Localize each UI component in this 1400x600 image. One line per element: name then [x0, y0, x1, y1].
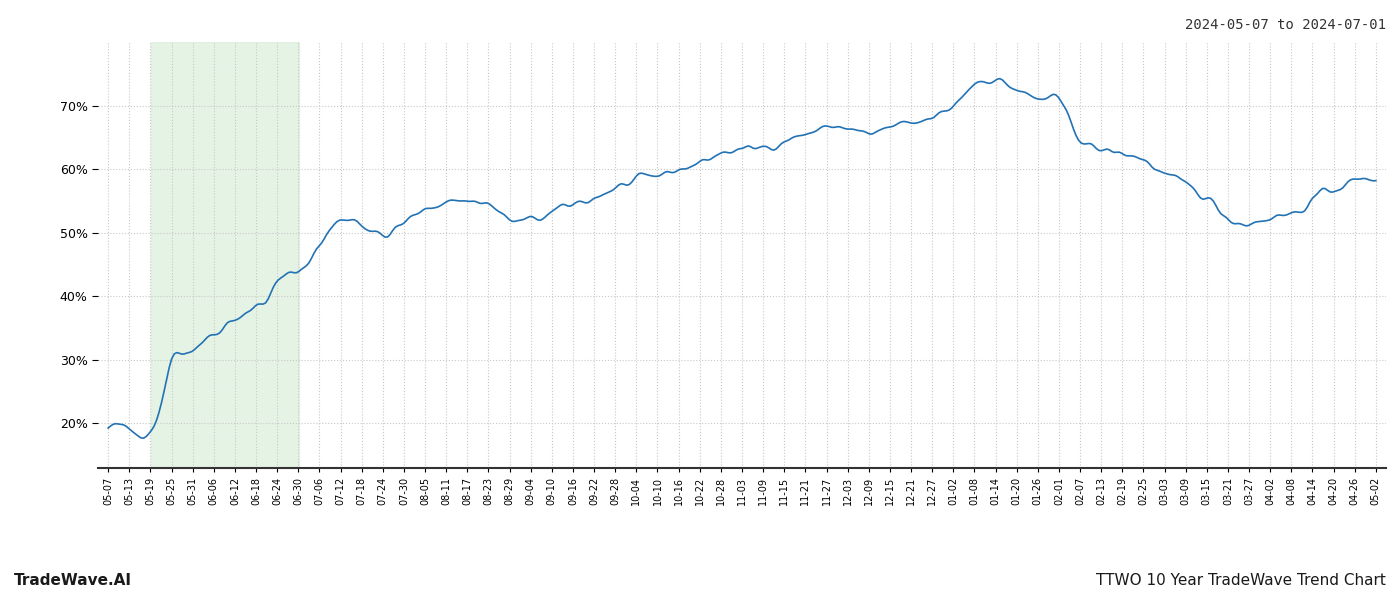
Bar [151, 42, 298, 468]
Text: TradeWave.AI: TradeWave.AI [14, 573, 132, 588]
Text: TTWO 10 Year TradeWave Trend Chart: TTWO 10 Year TradeWave Trend Chart [1096, 573, 1386, 588]
Text: 2024-05-07 to 2024-07-01: 2024-05-07 to 2024-07-01 [1184, 18, 1386, 32]
